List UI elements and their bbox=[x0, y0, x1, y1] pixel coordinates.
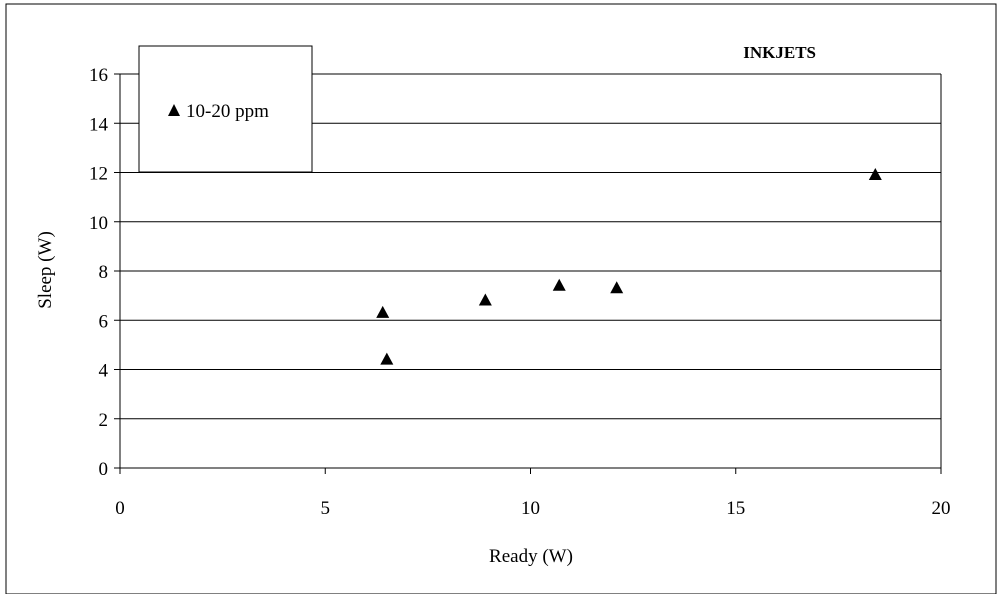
y-tick-label: 12 bbox=[89, 164, 108, 185]
y-tick-label: 10 bbox=[89, 213, 108, 234]
x-tick-label: 0 bbox=[115, 498, 125, 519]
data-point bbox=[552, 278, 566, 291]
x-tick-label: 20 bbox=[932, 498, 951, 519]
legend-triangle-marker bbox=[168, 104, 180, 116]
y-tick-label: 6 bbox=[99, 311, 109, 332]
data-point bbox=[478, 293, 492, 306]
y-tick-label: 0 bbox=[99, 459, 109, 480]
x-axis-ticks: 0 5 10 15 20 bbox=[115, 468, 951, 519]
y-tick-label: 8 bbox=[99, 262, 109, 283]
data-point bbox=[610, 281, 624, 294]
y-tick-label: 2 bbox=[99, 410, 109, 431]
data-points bbox=[376, 167, 882, 365]
legend-box bbox=[138, 45, 313, 173]
legend-label: 10-20 ppm bbox=[186, 101, 269, 122]
data-point bbox=[376, 305, 390, 318]
y-axis-title: Sleep (W) bbox=[35, 231, 56, 309]
y-tick-label: 4 bbox=[99, 361, 109, 382]
data-point bbox=[868, 167, 882, 180]
data-point bbox=[380, 352, 394, 365]
y-tick-label: 14 bbox=[89, 114, 109, 135]
y-tick-label: 16 bbox=[89, 65, 108, 86]
x-tick-label: 15 bbox=[726, 498, 745, 519]
x-axis-title: Ready (W) bbox=[489, 546, 573, 567]
x-tick-label: 10 bbox=[521, 498, 540, 519]
legend: 10-20 ppm bbox=[138, 45, 313, 173]
x-tick-label: 5 bbox=[321, 498, 331, 519]
y-axis-ticks: 0 2 4 6 8 10 12 14 16 bbox=[89, 65, 120, 480]
chart-title: INKJETS bbox=[743, 43, 816, 62]
